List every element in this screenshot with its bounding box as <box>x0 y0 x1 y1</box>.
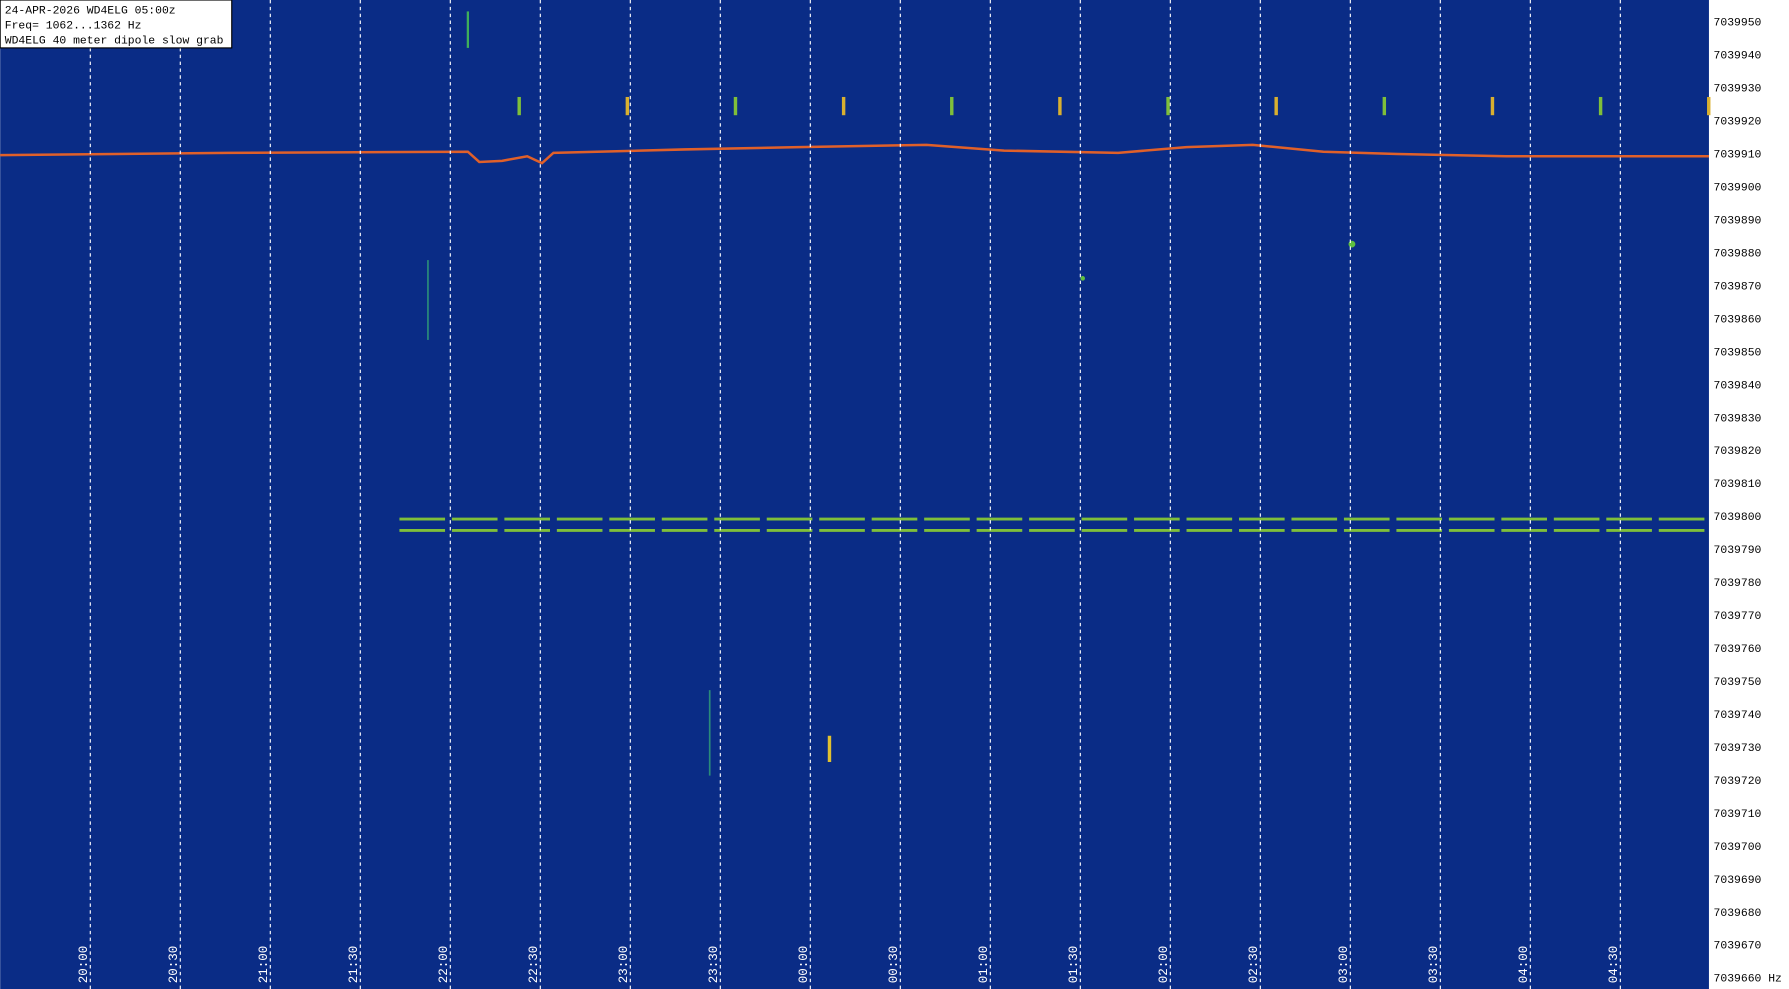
freq-label: 7039690 <box>1714 875 1762 887</box>
time-grid: 20:00 20:30 21:00 21:30 22:00 22:30 23:00 23:30… <box>77 0 1621 989</box>
time-label: 01:00 <box>977 946 991 984</box>
freq-label: 7039910 <box>1714 150 1762 162</box>
waterfall <box>0 0 1709 989</box>
time-label: 04:30 <box>1607 946 1621 984</box>
time-label: 02:30 <box>1247 946 1261 984</box>
freq-label: 7039660 Hz <box>1714 974 1782 986</box>
freq-label: 7039790 <box>1714 545 1762 557</box>
freq-label: 7039680 <box>1714 908 1762 920</box>
freq-label: 7039800 <box>1714 512 1762 524</box>
time-label: 03:00 <box>1337 946 1351 984</box>
freq-label: 7039950 <box>1714 18 1762 30</box>
freq-label: 7039750 <box>1714 677 1762 689</box>
freq-axis-panel <box>1708 0 1789 989</box>
freq-label: 7039870 <box>1714 281 1762 293</box>
time-label: 00:00 <box>797 946 811 984</box>
freq-label: 7039920 <box>1714 117 1762 129</box>
time-label: 20:00 <box>77 946 91 984</box>
time-label: 02:00 <box>1157 946 1171 984</box>
freq-label: 7039930 <box>1714 84 1762 96</box>
time-label: 23:30 <box>707 946 721 984</box>
freq-label: 7039670 <box>1714 941 1762 953</box>
header-box <box>0 0 233 49</box>
header-line: Freq= 1062...1362 Hz <box>5 21 142 33</box>
freq-label: 7039730 <box>1714 743 1762 755</box>
time-label: 22:30 <box>527 946 541 984</box>
time-label: 21:00 <box>257 946 271 984</box>
time-label: 20:30 <box>167 946 181 984</box>
time-label: 23:00 <box>617 946 631 984</box>
freq-label: 7039740 <box>1714 710 1762 722</box>
freq-label: 7039890 <box>1714 215 1762 227</box>
freq-label: 7039880 <box>1714 248 1762 260</box>
spot <box>1080 276 1085 281</box>
time-label: 00:30 <box>887 946 901 984</box>
freq-label: 7039840 <box>1714 380 1762 392</box>
freq-label: 7039940 <box>1714 51 1762 63</box>
freq-label: 7039770 <box>1714 611 1762 623</box>
freq-label: 7039900 <box>1714 182 1762 194</box>
freq-label: 7039710 <box>1714 809 1762 821</box>
time-label: 03:30 <box>1427 946 1441 984</box>
header-line: 24-APR-2026 WD4ELG 05:00z <box>5 6 176 18</box>
time-label: 22:00 <box>437 946 451 984</box>
header-line: WD4ELG 40 meter dipole slow grab <box>5 35 224 47</box>
signals <box>0 11 1711 776</box>
spot <box>1348 240 1356 248</box>
freq-axis: 7039950 7039940 7039930 7039920 7039910 70399… <box>1714 18 1782 986</box>
freq-label: 7039820 <box>1714 446 1762 458</box>
time-label: 21:30 <box>347 946 361 984</box>
freq-label: 7039810 <box>1714 479 1762 491</box>
time-label: 01:30 <box>1067 946 1081 984</box>
freq-label: 7039830 <box>1714 413 1762 425</box>
freq-label: 7039720 <box>1714 776 1762 788</box>
freq-label: 7039860 <box>1714 314 1762 326</box>
time-label: 04:00 <box>1517 946 1531 984</box>
freq-label: 7039850 <box>1714 347 1762 359</box>
freq-label: 7039700 <box>1714 842 1762 854</box>
freq-label: 7039780 <box>1714 578 1762 590</box>
carrier-trace <box>0 143 1709 165</box>
freq-label: 7039760 <box>1714 644 1762 656</box>
